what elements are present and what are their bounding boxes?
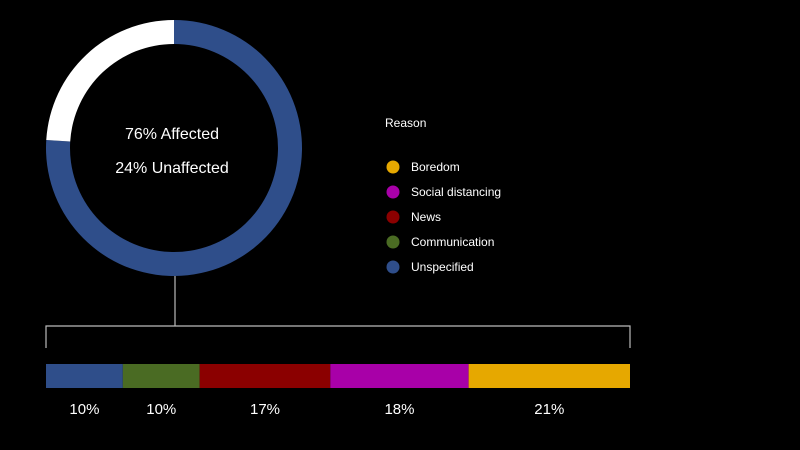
legend-swatch [386, 160, 400, 174]
bar-percent-label-boredom: 21% [534, 401, 564, 418]
legend-item-unspecified: Unspecified [386, 260, 474, 274]
legend-label: Communication [411, 235, 494, 249]
bar-percent-labels: 10% 10% 17% 18% 21% [69, 401, 564, 418]
legend-item-boredom: Boredom [386, 160, 460, 174]
legend-title: Reason [385, 116, 426, 130]
bar-segment-communication [122, 364, 200, 388]
donut-chart [46, 20, 303, 277]
legend-label: News [411, 210, 441, 224]
legend-item-social-distancing: Social distancing [386, 185, 501, 199]
legend-label: Boredom [411, 160, 460, 174]
bar-segment-news [199, 364, 331, 388]
legend-label: Unspecified [411, 260, 474, 274]
donut-center-label-affected: 76% Affected [125, 126, 219, 143]
stacked-bar [46, 364, 630, 388]
donut-center-label-unaffected: 24% Unaffected [115, 160, 229, 177]
bar-percent-label-unspecified: 10% [69, 401, 99, 418]
legend-item-news: News [386, 210, 441, 224]
bracket [45, 325, 631, 348]
legend-label: Social distancing [411, 185, 501, 199]
legend-swatch [386, 235, 400, 249]
legend: Boredom Social distancing News Communicatio… [386, 160, 501, 274]
legend-swatch [386, 185, 400, 199]
bar-percent-label-social-distancing: 18% [384, 401, 414, 418]
legend-swatch [386, 210, 400, 224]
legend-swatch [386, 260, 400, 274]
bar-segment-unspecified [46, 364, 123, 388]
bar-percent-label-news: 17% [250, 401, 280, 418]
bar-percent-label-communication: 10% [146, 401, 176, 418]
bar-segment-social-distancing [330, 364, 469, 388]
bar-segment-boredom [468, 364, 630, 388]
legend-item-communication: Communication [386, 235, 494, 249]
donut-slice-unaffected [46, 20, 174, 142]
